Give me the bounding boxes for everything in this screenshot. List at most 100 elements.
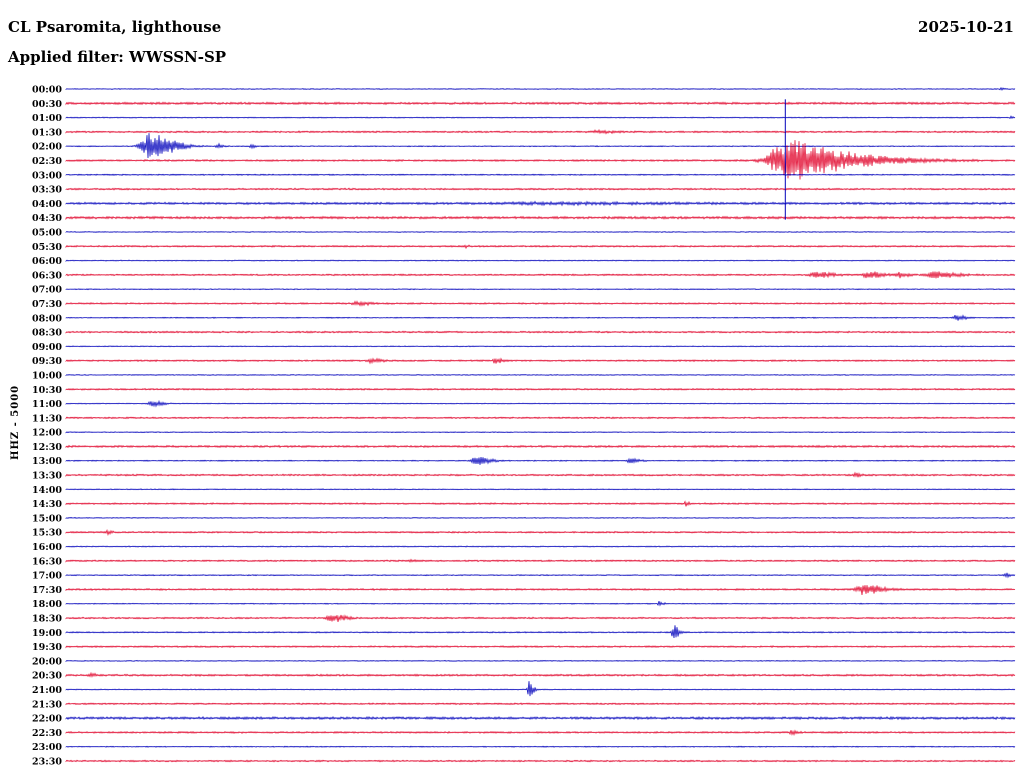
seismic-trace <box>65 702 1016 706</box>
time-tick-label: 02:00 <box>32 142 62 153</box>
seismic-trace <box>65 457 1016 465</box>
seismic-trace <box>65 373 1016 377</box>
time-tick-label: 15:30 <box>32 528 62 539</box>
seismic-trace <box>65 86 1016 91</box>
seismic-trace <box>65 645 1016 649</box>
time-tick-label: 21:30 <box>32 699 62 710</box>
time-tick-label: 06:30 <box>32 270 62 281</box>
time-tick-label: 20:00 <box>32 656 62 667</box>
seismic-trace <box>65 230 1016 234</box>
time-tick-label: 20:30 <box>32 671 62 682</box>
time-tick-label: 04:00 <box>32 199 62 210</box>
seismic-trace <box>65 431 1016 434</box>
time-tick-label: 15:00 <box>32 513 62 524</box>
seismic-trace <box>65 399 1016 408</box>
time-tick-label: 18:00 <box>32 599 62 610</box>
seismic-trace <box>65 101 1016 106</box>
seismic-trace <box>65 601 1016 607</box>
seismic-trace <box>65 271 1016 279</box>
seismic-trace <box>65 500 1016 507</box>
time-tick-label: 12:00 <box>32 428 62 439</box>
time-tick-label: 22:30 <box>32 728 62 739</box>
time-tick-label: 19:30 <box>32 642 62 653</box>
seismic-trace <box>65 416 1016 420</box>
time-tick-label: 07:00 <box>32 285 62 296</box>
time-tick-label: 11:30 <box>32 413 62 424</box>
seismic-trace <box>65 572 1016 579</box>
seismic-trace <box>65 387 1016 391</box>
time-tick-label: 17:00 <box>32 571 62 582</box>
time-tick-label: 03:30 <box>32 185 62 196</box>
seismic-trace <box>65 671 1016 678</box>
time-tick-label: 10:30 <box>32 385 62 396</box>
seismic-trace <box>65 745 1016 748</box>
seismic-trace <box>65 488 1016 491</box>
time-tick-label: 05:30 <box>32 242 62 253</box>
seismic-trace <box>65 140 1016 180</box>
seismic-trace <box>65 244 1016 250</box>
time-tick-label: 09:30 <box>32 356 62 367</box>
seismic-trace <box>65 558 1016 563</box>
time-tick-label: 05:00 <box>32 228 62 239</box>
time-tick-label: 09:00 <box>32 342 62 353</box>
time-tick-label: 13:00 <box>32 456 62 467</box>
seismic-trace <box>65 528 1016 537</box>
time-tick-label: 01:30 <box>32 127 62 138</box>
seismic-trace <box>65 345 1016 348</box>
seismic-trace <box>65 681 1016 697</box>
time-tick-label: 14:30 <box>32 499 62 510</box>
time-tick-label: 08:30 <box>32 328 62 339</box>
seismic-trace <box>65 288 1016 291</box>
time-tick-label: 21:00 <box>32 685 62 696</box>
time-tick-label: 02:30 <box>32 156 62 167</box>
time-tick-label: 06:00 <box>32 256 62 267</box>
seismic-trace <box>65 133 1016 159</box>
time-tick-label: 18:30 <box>32 614 62 625</box>
seismic-trace <box>65 357 1016 365</box>
seismic-trace <box>65 444 1016 449</box>
time-tick-label: 23:30 <box>32 757 62 768</box>
time-tick-label: 00:00 <box>32 85 62 96</box>
time-tick-label: 22:00 <box>32 714 62 725</box>
seismic-trace <box>65 729 1016 736</box>
seismic-trace <box>65 614 1016 622</box>
seismic-trace <box>65 200 1016 207</box>
date-label: 2025-10-21 <box>918 18 1014 36</box>
seismic-trace <box>65 659 1016 663</box>
time-tick-label: 11:00 <box>32 399 62 410</box>
time-tick-label: 14:00 <box>32 485 62 496</box>
time-tick-label: 17:30 <box>32 585 62 596</box>
time-tick-label: 13:30 <box>32 471 62 482</box>
seismic-trace <box>65 187 1016 191</box>
seismic-trace <box>65 625 1016 639</box>
time-tick-label: 03:00 <box>32 170 62 181</box>
time-tick-label: 16:30 <box>32 556 62 567</box>
seismic-trace <box>65 300 1016 307</box>
seismic-trace <box>65 115 1016 120</box>
time-tick-label: 19:00 <box>32 628 62 639</box>
seismic-trace <box>65 259 1016 263</box>
seismic-trace <box>65 585 1016 596</box>
time-tick-label: 08:00 <box>32 313 62 324</box>
time-tick-label: 01:00 <box>32 113 62 124</box>
time-tick-label: 23:00 <box>32 742 62 753</box>
time-tick-label: 07:30 <box>32 299 62 310</box>
seismic-trace <box>65 545 1016 548</box>
seismic-trace <box>65 516 1016 519</box>
seismic-trace <box>65 715 1016 721</box>
seismic-trace <box>65 128 1016 135</box>
seismic-trace <box>65 759 1016 763</box>
seismic-trace <box>65 173 1016 176</box>
time-tick-label: 00:30 <box>32 99 62 110</box>
filter-label: Applied filter: WWSSN-SP <box>8 48 227 66</box>
seismic-trace <box>65 215 1016 221</box>
seismic-trace <box>65 330 1016 334</box>
time-tick-label: 04:30 <box>32 213 62 224</box>
seismic-trace <box>65 471 1016 478</box>
station-title: CL Psaromita, lighthouse <box>8 18 222 36</box>
time-tick-label: 16:00 <box>32 542 62 553</box>
seismic-trace <box>65 314 1016 321</box>
time-tick-label: 10:00 <box>32 371 62 382</box>
